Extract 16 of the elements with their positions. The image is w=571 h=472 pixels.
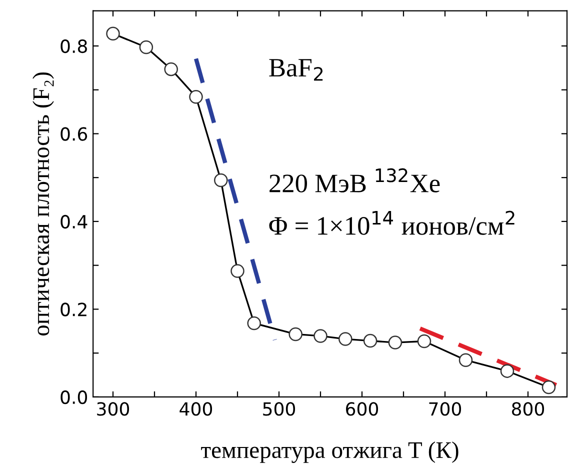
- y-tick-label: 0.8: [60, 39, 87, 54]
- annotation: Φ = 1×10$^{14}$ ионов/см$^{2}$: [269, 210, 514, 235]
- x-tick-label: 600: [346, 402, 378, 416]
- x-tick-label: 400: [180, 402, 212, 416]
- y-tick-label: 0.0: [60, 390, 88, 404]
- x-tick-label: 300: [97, 402, 130, 416]
- y-tick-label: 0.6: [60, 127, 88, 141]
- x-axis-title: температура отжига T (К): [201, 442, 458, 463]
- x-tick-label: 700: [429, 402, 462, 416]
- annotation: BaF$_{2}$: [269, 59, 323, 81]
- x-tick-label: 500: [263, 402, 296, 416]
- y-tick-label: 0.2: [60, 302, 86, 316]
- y-tick-label: 0.4: [60, 214, 88, 229]
- y-axis-title: оптическая плотность (F₂): [32, 72, 54, 336]
- annotation: 220 МэВ $^{132}$Xe: [270, 168, 440, 192]
- x-tick-label: 800: [512, 402, 544, 416]
